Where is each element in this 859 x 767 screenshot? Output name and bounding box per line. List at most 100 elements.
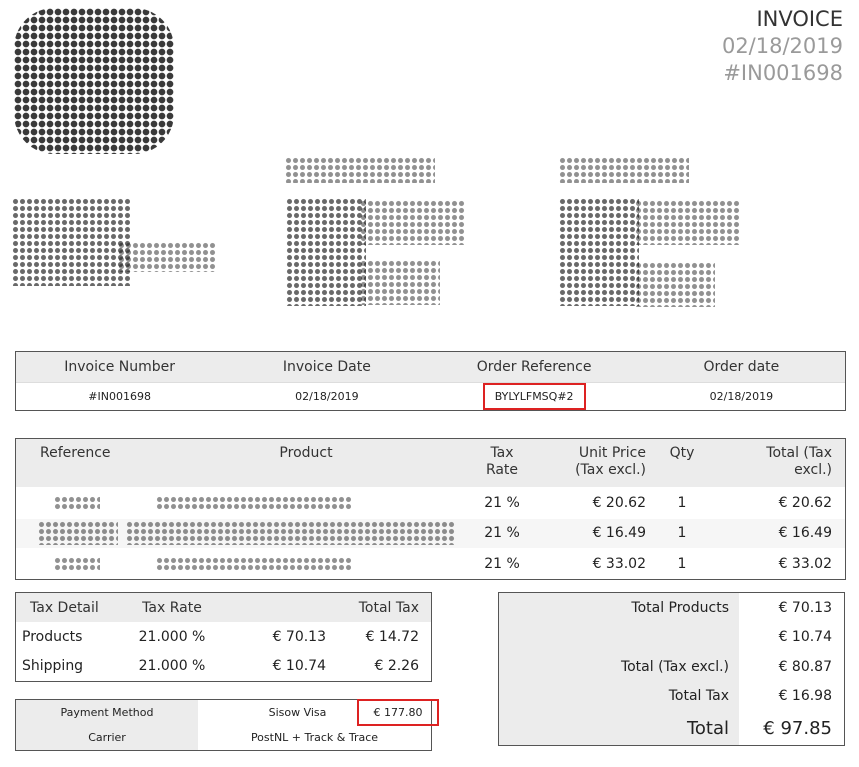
- carrier-value: PostNL + Track & Trace: [250, 731, 379, 744]
- totals-label: [499, 622, 739, 652]
- product-qty: 1: [677, 525, 687, 542]
- product-unit-price: € 20.62: [592, 494, 646, 511]
- total-header: Total (Tax excl.): [718, 445, 845, 487]
- tax-detail-base: € 70.13: [272, 628, 326, 645]
- unit-price-header: Unit Price (Tax excl.): [548, 445, 646, 487]
- product-unit-price: € 33.02: [592, 555, 646, 572]
- tax-detail-label: Shipping: [22, 658, 84, 675]
- totals-row: € 10.74: [499, 622, 844, 652]
- reference-header: Reference: [40, 445, 111, 461]
- grand-total-row: Total € 97.85: [499, 711, 844, 745]
- invoice-header-date: 02/18/2019: [721, 34, 843, 58]
- tax-detail-tax: € 14.72: [365, 628, 419, 645]
- totals-value: € 16.98: [778, 688, 832, 705]
- totals-row: Total Products € 70.13: [499, 593, 844, 623]
- products-table: Reference Product Tax Rate Unit Price (T…: [15, 438, 846, 580]
- product-reference-cell: [16, 521, 156, 546]
- totals-table: Total Products € 70.13 € 10.74 Total (Ta…: [498, 592, 845, 746]
- redacted-product-name: [126, 521, 456, 546]
- redacted-product-name: [156, 495, 351, 510]
- totals-row: Total (Tax excl.) € 80.87: [499, 652, 844, 682]
- product-tax-rate: 21 %: [484, 525, 520, 542]
- product-tax-rate: 21 %: [484, 555, 520, 572]
- tax-detail-rate: 21.000 %: [138, 658, 206, 675]
- tax-rate-header: Tax Rate: [456, 445, 548, 487]
- order-date-header: Order date: [703, 359, 780, 375]
- tax-detail-tax: € 2.26: [374, 658, 419, 675]
- invoice-header-number: #IN001698: [723, 61, 843, 85]
- product-reference-cell: [16, 556, 156, 571]
- product-row: 21 % € 20.62 1 € 20.62: [16, 487, 845, 518]
- redacted-address-block-2: [286, 198, 366, 306]
- redacted-reference: [54, 556, 100, 571]
- payment-method-name: Sisow Visa: [268, 706, 327, 719]
- order-reference-highlight: BYLYLFMSQ#2: [482, 383, 586, 410]
- total-header-label: Total (Tax excl.): [766, 445, 832, 478]
- total-tax-header: Total Tax: [358, 599, 419, 616]
- redacted-address-block-1: [12, 198, 130, 286]
- product-header: Product: [279, 445, 333, 461]
- product-row: 21 % € 16.49 1 € 16.49: [16, 517, 845, 548]
- grand-total-label: Total: [499, 711, 739, 745]
- invoice-number-value: #IN001698: [88, 390, 151, 403]
- order-date-value: 02/18/2019: [709, 390, 774, 403]
- tax-detail-header-row: Tax Detail Tax Rate Total Tax: [16, 593, 431, 622]
- invoice-header: INVOICE 02/18/2019 #IN001698: [722, 6, 843, 87]
- carrier-row: Carrier PostNL + Track & Trace: [16, 725, 431, 750]
- product-name-cell: [156, 495, 456, 510]
- redacted-product-name: [156, 556, 351, 571]
- redacted-address-block-2-title: [285, 157, 435, 183]
- qty-header: Qty: [669, 445, 695, 461]
- redacted-address-block-3-line-a: [635, 200, 740, 245]
- tax-detail-rate: 21.000 %: [138, 628, 206, 645]
- totals-label: Total Tax: [499, 681, 739, 711]
- order-reference-cell: BYLYLFMSQ#2: [431, 383, 638, 410]
- product-total: € 16.49: [778, 525, 832, 542]
- totals-value: € 80.87: [778, 658, 832, 675]
- tax-detail-row: Shipping 21.000 % € 10.74 € 2.26: [16, 652, 431, 682]
- product-name-cell: [156, 556, 456, 571]
- payment-method-value: Sisow Visa € 177.80: [198, 699, 439, 726]
- payment-table: Payment Method Sisow Visa € 177.80 Carri…: [15, 699, 439, 751]
- payment-method-label: Payment Method: [16, 700, 198, 725]
- grand-total-value: € 97.85: [763, 717, 832, 739]
- invoice-info-value-row: #IN001698 02/18/2019 BYLYLFMSQ#2 02/18/2…: [16, 383, 845, 410]
- tax-detail-base: € 10.74: [272, 658, 326, 675]
- products-header-row: Reference Product Tax Rate Unit Price (T…: [16, 439, 845, 487]
- order-reference-header: Order Reference: [476, 359, 592, 375]
- product-reference-cell: [16, 495, 156, 510]
- tax-rate-header-label: Tax Rate: [485, 445, 519, 478]
- tax-rate-header: Tax Rate: [142, 599, 202, 616]
- unit-price-header-label: Unit Price (Tax excl.): [575, 445, 646, 478]
- totals-value: € 70.13: [778, 599, 832, 616]
- tax-detail-header: Tax Detail: [30, 599, 99, 616]
- product-total: € 20.62: [778, 494, 832, 511]
- redacted-address-block-3: [559, 198, 639, 306]
- payment-method-row: Payment Method Sisow Visa € 177.80: [16, 699, 439, 726]
- redacted-address-block-2-line-b: [360, 260, 440, 305]
- product-tax-rate: 21 %: [484, 494, 520, 511]
- product-total: € 33.02: [778, 555, 832, 572]
- tax-detail-label: Products: [22, 628, 83, 645]
- product-qty: 1: [677, 494, 687, 511]
- payment-amount-highlight: € 177.80: [357, 699, 439, 726]
- totals-value: € 10.74: [778, 629, 832, 646]
- product-unit-price: € 16.49: [592, 525, 646, 542]
- invoice-title: INVOICE: [756, 7, 843, 31]
- totals-label: Total Products: [499, 593, 739, 623]
- product-row: 21 % € 33.02 1 € 33.02: [16, 548, 845, 579]
- redacted-logo: [14, 8, 174, 154]
- carrier-label: Carrier: [16, 725, 198, 750]
- product-qty: 1: [677, 555, 687, 572]
- redacted-address-block-2-line-a: [360, 200, 465, 245]
- invoice-info-table: Invoice Number Invoice Date Order Refere…: [15, 351, 846, 411]
- redacted-reference: [38, 521, 118, 546]
- product-name-cell: [126, 521, 456, 546]
- invoice-date-value: 02/18/2019: [295, 390, 359, 403]
- invoice-date-header: Invoice Date: [282, 359, 371, 375]
- totals-row: Total Tax € 16.98: [499, 681, 844, 711]
- redacted-address-block-3-title: [559, 157, 689, 183]
- tax-detail-row: Products 21.000 % € 70.13 € 14.72: [16, 622, 431, 652]
- redacted-reference: [54, 495, 100, 510]
- invoice-number-header: Invoice Number: [64, 359, 175, 375]
